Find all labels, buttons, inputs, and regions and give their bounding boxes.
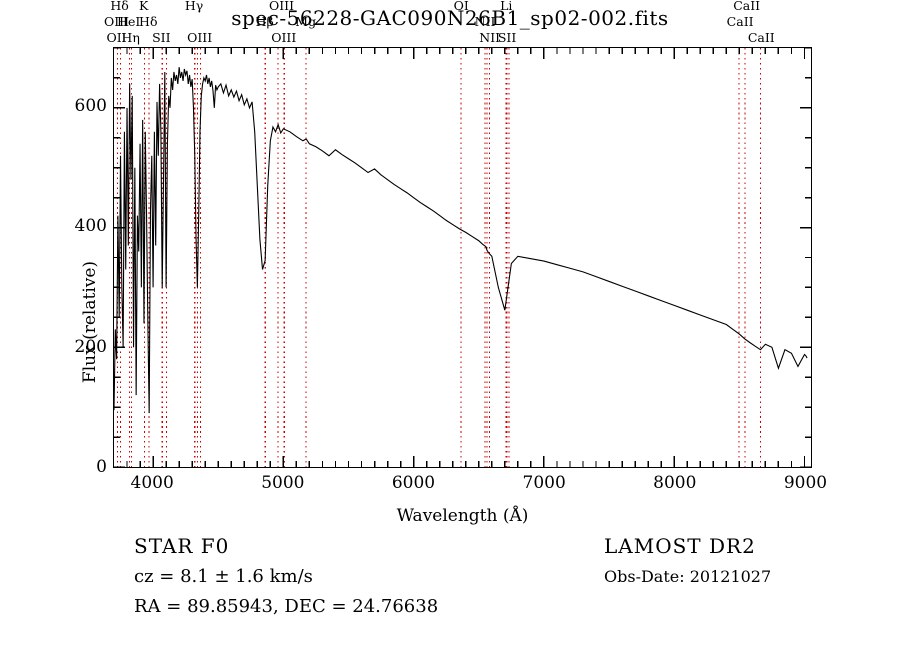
plot-frame [113,47,812,468]
y-tick-label: 0 [96,457,107,477]
axis-tick-marks [114,48,811,467]
y-tick-label: 600 [74,96,107,117]
x-tick-label: 7000 [522,473,566,493]
spectral-line-label: HeI [117,14,141,29]
x-tick-label: 8000 [653,473,697,493]
spectral-line-label: Hγ [184,0,204,13]
object-class: STAR F0 [134,534,230,558]
spectral-line-label: OIII [271,30,297,45]
spectrum-plot [114,48,811,467]
metadata-footer: STAR F0 cz = 8.1 ± 1.6 km/s RA = 89.8594… [0,530,900,650]
reference-lines [116,48,761,467]
sky-coordinates: RA = 89.85943, DEC = 24.76638 [134,596,439,617]
spectral-line-label: Hδ [110,0,129,13]
spectral-line-label: OI [453,0,469,13]
y-tick-label: 400 [74,216,107,237]
x-tick-label: 4000 [130,473,174,493]
spectral-line-label: SII [497,30,517,45]
spectral-line-label: CaII [726,14,754,29]
x-axis-ticks: 4000 5000 6000 7000 8000 9000 [113,473,828,498]
spectral-line-label: OII [106,30,127,45]
x-axis-title: Wavelength (Å) [396,506,529,526]
spectral-line-label: K [139,0,149,13]
observation-date: Obs-Date: 20121027 [604,567,772,586]
survey-name: LAMOST DR2 [604,534,756,558]
y-axis-title: Flux (relative) [80,260,100,384]
x-tick-label: 5000 [261,473,305,493]
spectral-line-label: Mg [295,14,317,29]
spectral-line-label: CaII [733,0,761,13]
page-title: spec-56228-GAC090N26B1_sp02-002.fits [231,6,669,30]
spectrum-trace [114,67,808,414]
spectral-line-label: Hβ [255,14,274,29]
y-tick-label: 200 [74,336,107,357]
spectral-line-label: OIII [187,30,213,45]
survey-info-block: LAMOST DR2 Obs-Date: 20121027 [604,530,771,592]
spectral-line-label: Hη [121,30,140,45]
x-tick-label: 6000 [391,473,436,493]
spectral-line-label: Hδ [139,14,158,29]
plot-clip [114,48,811,467]
spectral-line-label: OIII [103,14,130,29]
spectral-line-label: CaII [747,30,775,45]
spectral-line-label: NII [474,14,496,29]
spectral-line-label: NII [479,30,501,45]
y-axis-ticks: 0 200 400 600 [59,47,107,476]
spectral-line-label: SII [152,30,171,45]
spectral-line-label: Li [500,0,513,13]
x-tick-label: 9000 [783,473,828,493]
spectral-line-label: OIII [269,0,295,13]
object-info-block: STAR F0 cz = 8.1 ± 1.6 km/s RA = 89.8594… [134,530,438,622]
redshift-velocity: cz = 8.1 ± 1.6 km/s [134,566,313,587]
